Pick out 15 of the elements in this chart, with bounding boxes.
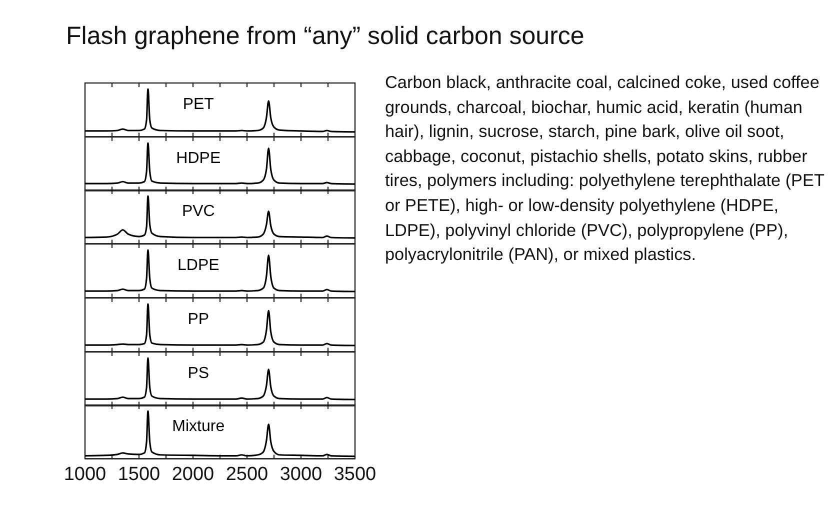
x-tick-label: 1500 xyxy=(118,464,160,486)
x-tick-label: 1000 xyxy=(64,464,106,486)
x-tick-label: 2500 xyxy=(226,464,268,486)
legend-label: Mixture xyxy=(172,418,225,435)
legend-label: LDPE xyxy=(178,256,220,274)
legend-label: HDPE xyxy=(176,149,221,166)
x-tick-label: 3000 xyxy=(280,464,322,486)
text: Carbon black, anthracite coal, calcined coke, used coffee grounds, charcoal, biochar, humic acid, keratin (human hair), lignin, sucrose, starch, pine bark, olive oil soot, cabbage, coconut, pistachio shells, potato skins, rubber tires, polymers including: polyethylene terephthalate (PET or PETE), high- or low-density polyethylene (HDPE, LDPE), polyvinyl chloride (PVC), polypropylene (PP), polyacrylonitrile (PAN), or mixed plastics. xyxy=(385,71,825,266)
legend-label: PS xyxy=(188,364,210,382)
legend-label: PVC xyxy=(182,203,215,220)
chart-title: Flash graphene from “any” solid carbon source xyxy=(66,22,584,51)
x-tick-label: 3500 xyxy=(334,464,376,486)
x-tick-label: 2000 xyxy=(172,464,214,486)
legend-label: PP xyxy=(188,310,210,328)
legend-label: PET xyxy=(182,96,214,113)
